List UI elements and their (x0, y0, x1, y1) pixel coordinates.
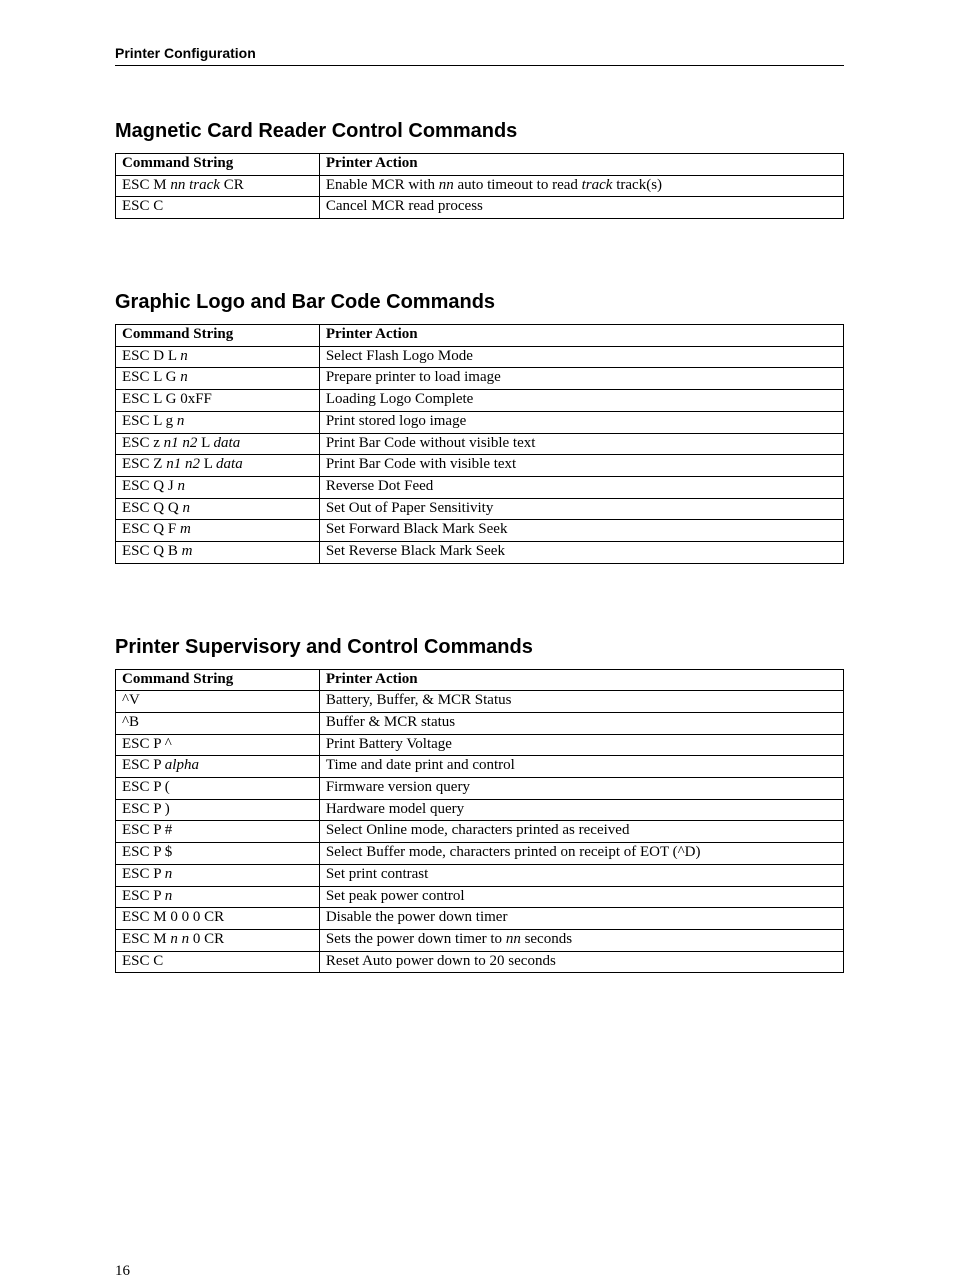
table-row: ESC D L nSelect Flash Logo Mode (116, 346, 844, 368)
col-header-action: Printer Action (319, 325, 843, 347)
table-row: ESC C Cancel MCR read process (116, 197, 844, 219)
table-row: ESC Q F mSet Forward Black Mark Seek (116, 520, 844, 542)
cell-action: Print Bar Code without visible text (319, 433, 843, 455)
cell-action: Print Battery Voltage (319, 734, 843, 756)
cell-command: ESC P ^ (116, 734, 320, 756)
col-header-action: Printer Action (319, 154, 843, 176)
table-header-row: Command String Printer Action (116, 669, 844, 691)
section-title-super: Printer Supervisory and Control Commands (115, 636, 844, 659)
cell-command: ESC P n (116, 886, 320, 908)
cell-command: ESC P ) (116, 799, 320, 821)
table-row: ESC L g nPrint stored logo image (116, 411, 844, 433)
cell-action: Disable the power down timer (319, 908, 843, 930)
cell-action: Set Forward Black Mark Seek (319, 520, 843, 542)
cell-action: Prepare printer to load image (319, 368, 843, 390)
cell-action: Time and date print and control (319, 756, 843, 778)
col-header-action: Printer Action (319, 669, 843, 691)
cell-command: ESC z n1 n2 L data (116, 433, 320, 455)
table-row: ESC Q Q nSet Out of Paper Sensitivity (116, 498, 844, 520)
table-row: ESC P #Select Online mode, characters pr… (116, 821, 844, 843)
table-row: ESC P nSet peak power control (116, 886, 844, 908)
cell-command: ESC P $ (116, 843, 320, 865)
cell-command: ESC Q B m (116, 541, 320, 563)
table-row: ESC P alphaTime and date print and contr… (116, 756, 844, 778)
table-mcr: Command String Printer Action ESC M nn t… (115, 153, 844, 219)
cell-command: ESC Q Q n (116, 498, 320, 520)
cell-action: Loading Logo Complete (319, 390, 843, 412)
table-row: ESC Z n1 n2 L dataPrint Bar Code with vi… (116, 455, 844, 477)
cell-command: ESC M n n 0 CR (116, 929, 320, 951)
cell-action: Set print contrast (319, 864, 843, 886)
table-super: Command String Printer Action ^VBattery,… (115, 669, 844, 974)
table-row: ESC P ^Print Battery Voltage (116, 734, 844, 756)
cell-command: ESC L g n (116, 411, 320, 433)
table-row: ESC Q J nReverse Dot Feed (116, 476, 844, 498)
cell-command: ESC P alpha (116, 756, 320, 778)
cell-command: ESC Q J n (116, 476, 320, 498)
table-row: ESC Q B mSet Reverse Black Mark Seek (116, 541, 844, 563)
cell-command: ESC P # (116, 821, 320, 843)
cell-action: Print stored logo image (319, 411, 843, 433)
cell-action: Print Bar Code with visible text (319, 455, 843, 477)
table-row: ESC M nn track CR Enable MCR with nn aut… (116, 175, 844, 197)
table-row: ESC L G 0xFFLoading Logo Complete (116, 390, 844, 412)
section-title-mcr: Magnetic Card Reader Control Commands (115, 120, 844, 143)
table-row: ESC P (Firmware version query (116, 778, 844, 800)
cell-command: ESC M 0 0 0 CR (116, 908, 320, 930)
table-header-row: Command String Printer Action (116, 154, 844, 176)
cell-action: Hardware model query (319, 799, 843, 821)
cell-action: Enable MCR with nn auto timeout to read … (319, 175, 843, 197)
cell-action: Set Out of Paper Sensitivity (319, 498, 843, 520)
cell-action: Buffer & MCR status (319, 713, 843, 735)
cell-command: ESC Q F m (116, 520, 320, 542)
cell-action: Set Reverse Black Mark Seek (319, 541, 843, 563)
table-header-row: Command String Printer Action (116, 325, 844, 347)
cell-command: ESC P n (116, 864, 320, 886)
cell-command: ESC C (116, 197, 320, 219)
cell-command: ESC D L n (116, 346, 320, 368)
table-row: ESC P )Hardware model query (116, 799, 844, 821)
cell-command: ESC M nn track CR (116, 175, 320, 197)
table-row: ESC CReset Auto power down to 20 seconds (116, 951, 844, 973)
table-row: ESC P $Select Buffer mode, characters pr… (116, 843, 844, 865)
cell-action: Select Online mode, characters printed a… (319, 821, 843, 843)
col-header-command: Command String (116, 669, 320, 691)
page-number: 16 (115, 1263, 844, 1280)
cell-command: ESC C (116, 951, 320, 973)
table-row: ^BBuffer & MCR status (116, 713, 844, 735)
cell-action: Firmware version query (319, 778, 843, 800)
cell-action: Reverse Dot Feed (319, 476, 843, 498)
table-row: ESC z n1 n2 L dataPrint Bar Code without… (116, 433, 844, 455)
cell-command: ESC L G n (116, 368, 320, 390)
table-row: ESC L G nPrepare printer to load image (116, 368, 844, 390)
col-header-command: Command String (116, 325, 320, 347)
cell-command: ESC L G 0xFF (116, 390, 320, 412)
cell-action: Reset Auto power down to 20 seconds (319, 951, 843, 973)
table-row: ESC M 0 0 0 CRDisable the power down tim… (116, 908, 844, 930)
table-row: ESC M n n 0 CRSets the power down timer … (116, 929, 844, 951)
cell-command: ESC Z n1 n2 L data (116, 455, 320, 477)
cell-action: Cancel MCR read process (319, 197, 843, 219)
table-row: ^VBattery, Buffer, & MCR Status (116, 691, 844, 713)
cell-action: Select Flash Logo Mode (319, 346, 843, 368)
cell-action: Set peak power control (319, 886, 843, 908)
cell-command: ESC P ( (116, 778, 320, 800)
cell-action: Sets the power down timer to nn seconds (319, 929, 843, 951)
section-title-logo: Graphic Logo and Bar Code Commands (115, 291, 844, 314)
table-row: ESC P nSet print contrast (116, 864, 844, 886)
col-header-command: Command String (116, 154, 320, 176)
cell-command: ^V (116, 691, 320, 713)
cell-action: Select Buffer mode, characters printed o… (319, 843, 843, 865)
table-logo: Command String Printer Action ESC D L nS… (115, 324, 844, 564)
cell-action: Battery, Buffer, & MCR Status (319, 691, 843, 713)
cell-command: ^B (116, 713, 320, 735)
page: Printer Configuration Magnetic Card Read… (0, 0, 954, 1280)
running-header: Printer Configuration (115, 45, 844, 66)
